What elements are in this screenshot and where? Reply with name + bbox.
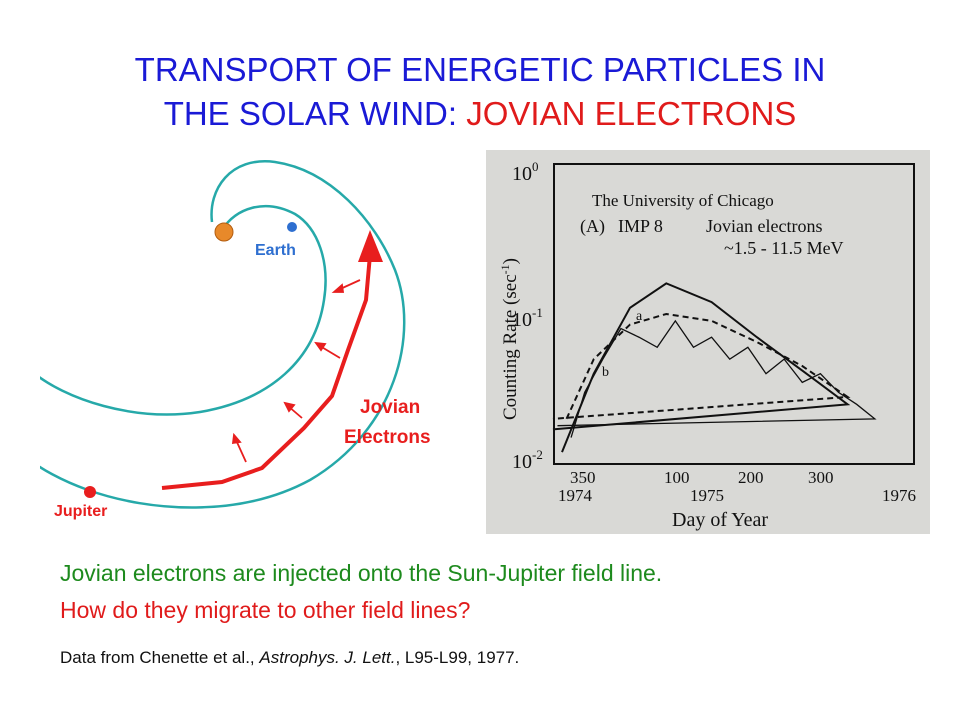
y-tick-label: 10-2 (512, 447, 543, 473)
title-part-3: JOVIAN ELECTRONS (466, 95, 797, 132)
transport-arrow (161, 254, 372, 490)
plot-svg: 100 10-1 10-2 Counting Rate (sec-1) The … (498, 159, 916, 531)
statement-text: Jovian electrons are injected onto the S… (60, 560, 663, 586)
slide-title: TRANSPORT OF ENERGETIC PARTICLES IN THE … (0, 48, 960, 136)
jovian-electrons-label-2: Electrons (344, 427, 431, 448)
x-tick-label: 200 (738, 468, 764, 487)
plot-curves (552, 282, 877, 453)
citation: Data from Chenette et al., Astrophys. J.… (60, 648, 519, 668)
curve-a-label: a (636, 309, 643, 324)
year-label: 1974 (558, 486, 593, 505)
earth-label: Earth (255, 242, 296, 259)
plot-frame (553, 163, 915, 465)
sun-icon (214, 222, 234, 242)
diffusion-arrowhead (283, 401, 296, 413)
year-label: 1976 (882, 486, 916, 505)
citation-prefix: Data from Chenette et al., (60, 648, 260, 667)
curve-b-label: b (602, 365, 609, 380)
diffusion-arrowhead (314, 341, 327, 352)
jovian-electrons-label-1: Jovian (360, 397, 420, 418)
x-tick-label: 350 (570, 468, 596, 487)
plot-instrument: IMP 8 (618, 216, 663, 236)
outer-field-line (40, 160, 406, 509)
question-text: How do they migrate to other field lines… (60, 597, 471, 623)
earth-icon (287, 222, 297, 232)
transport-arrowhead (358, 230, 383, 262)
x-tick-label: 300 (808, 468, 834, 487)
diffusion-arrowhead (331, 283, 345, 293)
diffusion-arrow (235, 439, 247, 463)
x-tick-labels: 350 100 200 300 1974 1975 1976 (558, 468, 916, 505)
jupiter-icon (84, 486, 96, 498)
diffusion-arrowhead (231, 432, 242, 445)
x-tick-label: 100 (664, 468, 690, 487)
plot-energy: ~1.5 - 11.5 MeV (724, 238, 844, 258)
series-line-observed (557, 319, 877, 438)
citation-suffix: , L95-L99, 1977. (395, 648, 520, 667)
y-axis-label: Counting Rate (sec-1) (498, 258, 521, 420)
plot-institution: The University of Chicago (592, 191, 774, 210)
inner-field-line (40, 204, 327, 416)
x-axis-label: Day of Year (672, 509, 768, 531)
jupiter-label: Jupiter (54, 503, 107, 520)
parker-spiral-diagram: Earth Jupiter Jovian Electrons (40, 160, 431, 520)
y-tick-label: 100 (512, 159, 539, 185)
plot-species: Jovian electrons (706, 216, 822, 236)
title-line-1: TRANSPORT OF ENERGETIC PARTICLES IN (134, 51, 826, 88)
title-part-2: THE SOLAR WIND: (163, 95, 467, 132)
series-line-a (552, 282, 851, 453)
year-label: 1975 (690, 486, 724, 505)
title-line-2: THE SOLAR WIND: JOVIAN ELECTRONS (0, 92, 960, 136)
plot-panel: (A) (580, 216, 605, 237)
y-tick-label: 10-1 (512, 305, 543, 331)
series-line-b (552, 312, 851, 420)
y-tick-labels: 100 10-1 10-2 (512, 159, 543, 473)
citation-journal: Astrophys. J. Lett. (259, 648, 396, 667)
counting-rate-plot: 100 10-1 10-2 Counting Rate (sec-1) The … (486, 150, 930, 534)
